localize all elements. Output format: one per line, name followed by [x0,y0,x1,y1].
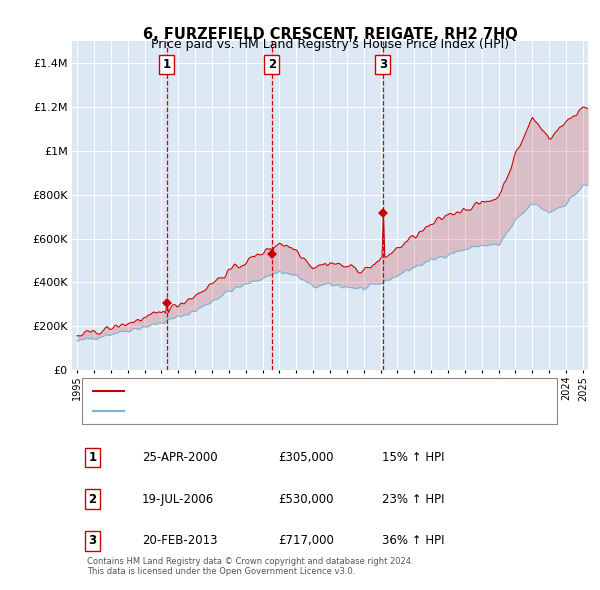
Text: 1: 1 [89,451,97,464]
Text: 6, FURZEFIELD CRESCENT, REIGATE, RH2 7HQ: 6, FURZEFIELD CRESCENT, REIGATE, RH2 7HQ [143,27,517,41]
Text: £717,000: £717,000 [278,535,334,548]
Text: 3: 3 [379,58,387,71]
Text: 6, FURZEFIELD CRESCENT, REIGATE, RH2 7HQ (detached house): 6, FURZEFIELD CRESCENT, REIGATE, RH2 7HQ… [134,386,469,396]
Text: Price paid vs. HM Land Registry's House Price Index (HPI): Price paid vs. HM Land Registry's House … [151,38,509,51]
Text: HPI: Average price, detached house, Reigate and Banstead: HPI: Average price, detached house, Reig… [134,407,442,417]
Text: 1: 1 [163,58,171,71]
Text: 25-APR-2000: 25-APR-2000 [142,451,217,464]
Text: 3: 3 [89,535,97,548]
Text: Contains HM Land Registry data © Crown copyright and database right 2024.
This d: Contains HM Land Registry data © Crown c… [88,557,414,576]
Text: 2: 2 [89,493,97,506]
Text: 19-JUL-2006: 19-JUL-2006 [142,493,214,506]
Text: 2: 2 [268,58,276,71]
Text: £305,000: £305,000 [278,451,334,464]
Text: 15% ↑ HPI: 15% ↑ HPI [382,451,444,464]
FancyBboxPatch shape [82,378,557,424]
Text: 36% ↑ HPI: 36% ↑ HPI [382,535,444,548]
Text: 20-FEB-2013: 20-FEB-2013 [142,535,217,548]
Text: 23% ↑ HPI: 23% ↑ HPI [382,493,444,506]
Text: £530,000: £530,000 [278,493,334,506]
